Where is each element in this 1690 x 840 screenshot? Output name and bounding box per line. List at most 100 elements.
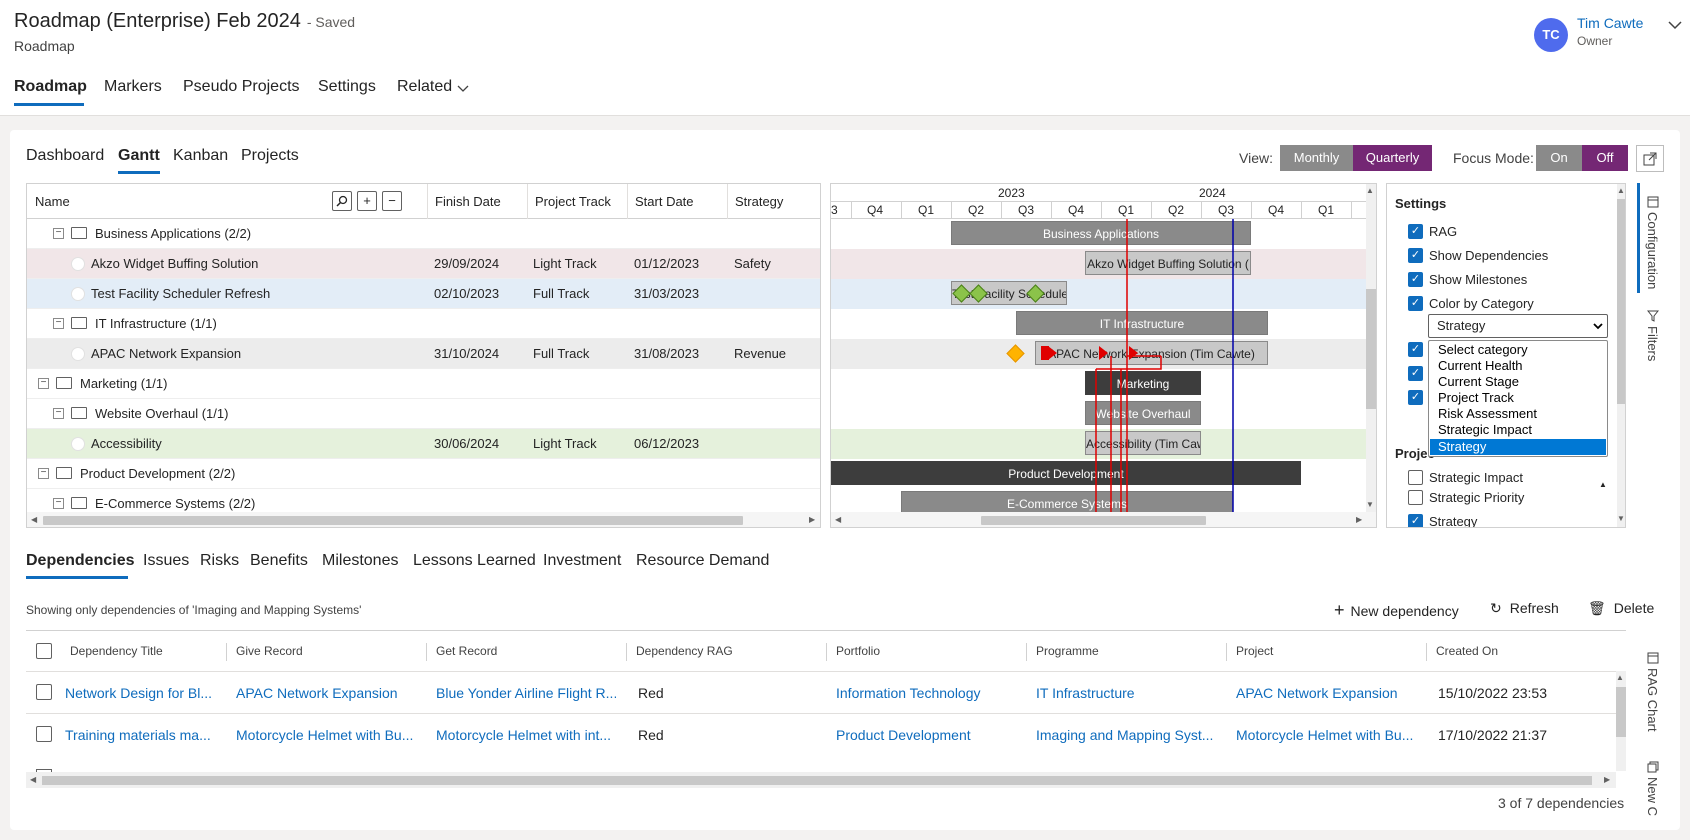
col-get-record[interactable]: Get Record <box>436 644 498 658</box>
gantt-bar-ecommerce[interactable]: E-Commerce Systems <box>901 491 1233 515</box>
strategy-checkbox[interactable]: ✓ <box>1408 514 1423 527</box>
collapse-toggle[interactable]: − <box>53 498 64 509</box>
delete-button[interactable]: 🗑 Delete <box>1588 600 1654 617</box>
dropdown-option[interactable]: Risk Assessment <box>1438 406 1537 421</box>
collapse-toggle[interactable]: − <box>38 378 49 389</box>
scroll-up-icon[interactable]: ▲ <box>1617 186 1625 195</box>
settings-scrollbar[interactable]: ▲ ▼ <box>1617 184 1625 527</box>
tab-milestones[interactable]: Milestones <box>322 552 399 569</box>
gantt-bar-business-applications[interactable]: Business Applications <box>951 221 1251 245</box>
get-record-link[interactable]: Motorcycle Helmet with int... <box>436 727 612 743</box>
strategic-impact-checkbox[interactable] <box>1408 470 1423 485</box>
tab-benefits[interactable]: Benefits <box>250 552 308 569</box>
dependency-title-link[interactable]: Training materials ma... <box>65 727 211 743</box>
strategic-priority-checkbox[interactable] <box>1408 490 1423 505</box>
scroll-left-icon[interactable]: ◀ <box>30 775 37 784</box>
color-by-category-checkbox[interactable]: ✓ <box>1408 296 1423 311</box>
programme-link[interactable]: IT Infrastructure <box>1036 685 1135 701</box>
dropdown-option[interactable]: Select category <box>1438 342 1528 357</box>
col-portfolio[interactable]: Portfolio <box>836 644 881 658</box>
table-row[interactable]: Network Design for Bl... APAC Network Ex… <box>26 671 1626 713</box>
col-strategy[interactable]: Strategy <box>735 194 784 209</box>
collapse-toggle[interactable]: − <box>53 318 64 329</box>
collapse-toggle[interactable]: − <box>53 408 64 419</box>
table-row[interactable]: − Product Development (2/2) <box>27 459 820 489</box>
col-start-date[interactable]: Start Date <box>635 194 694 209</box>
table-row[interactable]: Accessibility 30/06/2024 Light Track 06/… <box>27 429 820 459</box>
dropdown-option[interactable]: Strategic Impact <box>1438 422 1532 437</box>
scrollbar-thumb[interactable] <box>43 516 743 525</box>
settings-checkbox[interactable]: ✓ <box>1408 390 1423 405</box>
scrollbar-thumb[interactable] <box>1616 687 1626 737</box>
dropdown-option[interactable]: Current Health <box>1438 358 1523 373</box>
avatar[interactable]: TC <box>1534 18 1568 52</box>
table-row[interactable]: − Marketing (1/1) <box>27 369 820 399</box>
settings-checkbox[interactable]: ✓ <box>1408 366 1423 381</box>
view-monthly-button[interactable]: Monthly <box>1280 145 1353 171</box>
tab-pseudo-projects[interactable]: Pseudo Projects <box>183 78 300 95</box>
table-row[interactable]: Training materials ma... Motorcycle Helm… <box>26 713 1626 755</box>
table-row[interactable]: APAC Network Expansion 31/10/2024 Full T… <box>27 339 820 369</box>
col-created-on[interactable]: Created On <box>1436 644 1499 658</box>
tab-risks[interactable]: Risks <box>200 552 240 569</box>
tab-issues[interactable]: Issues <box>143 552 190 569</box>
scroll-left-icon[interactable]: ◀ <box>835 515 842 524</box>
scrollbar-thumb[interactable] <box>981 516 1206 525</box>
scroll-left-icon[interactable]: ◀ <box>31 515 38 524</box>
tab-lessons-learned[interactable]: Lessons Learned <box>413 552 536 569</box>
tab-gantt[interactable]: Gantt <box>118 147 160 164</box>
dropdown-option-selected[interactable]: Strategy <box>1430 439 1606 455</box>
give-record-link[interactable]: APAC Network Expansion <box>236 685 398 701</box>
show-milestones-checkbox[interactable]: ✓ <box>1408 272 1423 287</box>
gantt-vertical-scrollbar[interactable]: ▲ ▼ <box>1366 184 1376 512</box>
table-row[interactable]: − IT Infrastructure (1/1) <box>27 309 820 339</box>
dependency-title-link[interactable]: Network Design for Bl... <box>65 685 213 701</box>
scroll-up-icon[interactable]: ▲ <box>1599 480 1607 489</box>
open-external-icon[interactable] <box>1636 145 1664 172</box>
table-vertical-scrollbar[interactable]: ▲ <box>1616 671 1626 771</box>
project-link[interactable]: APAC Network Expansion <box>1236 685 1398 701</box>
tab-roadmap[interactable]: Roadmap <box>14 78 87 95</box>
col-project-track[interactable]: Project Track <box>535 194 611 209</box>
gantt-bar-marketing[interactable]: Marketing <box>1085 371 1201 395</box>
programme-link[interactable]: Imaging and Mapping Syst... <box>1036 727 1214 743</box>
table-row[interactable]: − Website Overhaul (1/1) <box>27 399 820 429</box>
expand-all-icon[interactable]: + <box>357 191 377 211</box>
show-dependencies-checkbox[interactable]: ✓ <box>1408 248 1423 263</box>
col-finish-date[interactable]: Finish Date <box>435 194 501 209</box>
scrollbar-thumb[interactable] <box>1617 199 1625 404</box>
gantt-horizontal-scrollbar[interactable]: ◀ ▶ <box>831 512 1376 527</box>
tab-projects[interactable]: Projects <box>241 147 299 164</box>
dropdown-option[interactable]: Current Stage <box>1438 374 1519 389</box>
tab-related[interactable]: Related <box>397 78 453 95</box>
new-dependency-button[interactable]: + New dependency <box>1334 600 1459 621</box>
portfolio-link[interactable]: Product Development <box>836 727 971 743</box>
dropdown-option[interactable]: Project Track <box>1438 390 1514 405</box>
refresh-button[interactable]: ↻ Refresh <box>1490 600 1559 617</box>
table-horizontal-scrollbar[interactable]: ◀ ▶ <box>26 772 1616 788</box>
gantt-bar-product-development[interactable]: Product Development <box>831 461 1301 485</box>
give-record-link[interactable]: Motorcycle Helmet with Bu... <box>236 727 414 743</box>
tab-configuration[interactable]: Configuration <box>1645 212 1660 290</box>
category-select[interactable]: Strategy <box>1428 314 1608 338</box>
scroll-up-icon[interactable]: ▲ <box>1366 186 1374 195</box>
tab-resource-demand[interactable]: Resource Demand <box>636 552 770 569</box>
search-icon[interactable] <box>332 191 352 211</box>
col-dependency-title[interactable]: Dependency Title <box>70 644 163 658</box>
tab-rag-chart[interactable]: RAG Chart <box>1645 668 1660 732</box>
scrollbar-thumb[interactable] <box>1366 289 1376 409</box>
scroll-down-icon[interactable]: ▼ <box>1617 514 1625 523</box>
scroll-right-icon[interactable]: ▶ <box>809 515 816 524</box>
owner-name-link[interactable]: Tim Cawte <box>1577 15 1644 31</box>
rag-checkbox[interactable]: ✓ <box>1408 224 1423 239</box>
get-record-link[interactable]: Blue Yonder Airline Flight R... <box>436 685 616 701</box>
col-give-record[interactable]: Give Record <box>236 644 303 658</box>
tab-new[interactable]: New C <box>1645 777 1660 817</box>
table-row[interactable]: Test Facility Scheduler Refresh 02/10/20… <box>27 279 820 309</box>
focus-off-button[interactable]: Off <box>1582 145 1628 171</box>
tab-markers[interactable]: Markers <box>104 78 162 95</box>
chevron-down-icon[interactable] <box>1668 18 1682 32</box>
settings-checkbox[interactable]: ✓ <box>1408 342 1423 357</box>
select-all-checkbox[interactable] <box>36 643 52 659</box>
gantt-bar-it-infrastructure[interactable]: IT Infrastructure <box>1016 311 1268 335</box>
